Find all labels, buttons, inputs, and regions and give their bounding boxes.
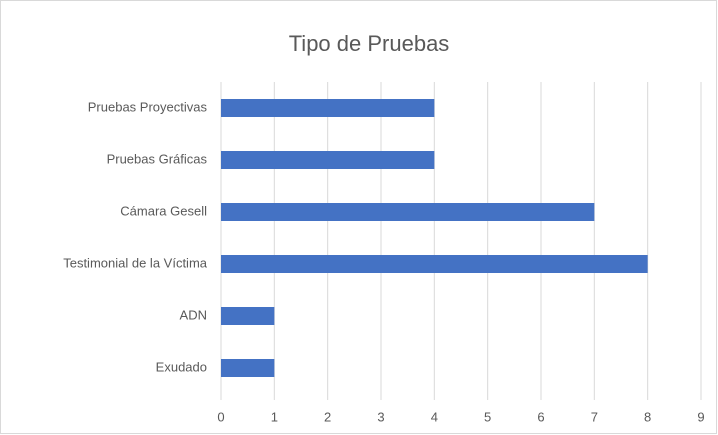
x-tick-label: 4 bbox=[431, 409, 438, 424]
bar bbox=[221, 307, 275, 325]
x-tick-label: 8 bbox=[644, 409, 651, 424]
y-tick-label: Pruebas Gráficas bbox=[107, 151, 208, 166]
bar bbox=[221, 151, 435, 169]
x-tick-label: 9 bbox=[697, 409, 704, 424]
x-tick-label: 2 bbox=[324, 409, 331, 424]
x-tick-label: 6 bbox=[537, 409, 544, 424]
x-tick-label: 3 bbox=[377, 409, 384, 424]
x-tick-label: 0 bbox=[217, 409, 224, 424]
chart-title: Tipo de Pruebas bbox=[289, 31, 450, 56]
x-tick-label: 5 bbox=[484, 409, 491, 424]
bar bbox=[221, 255, 648, 273]
y-tick-label: Testimonial de la Víctima bbox=[63, 255, 208, 270]
bar bbox=[221, 359, 275, 377]
bar bbox=[221, 99, 435, 117]
y-tick-label: ADN bbox=[180, 307, 207, 322]
y-tick-label: Cámara Gesell bbox=[120, 203, 207, 218]
bar bbox=[221, 203, 595, 221]
y-tick-label: Exudado bbox=[156, 359, 207, 374]
y-tick-label: Pruebas Proyectivas bbox=[88, 99, 208, 114]
x-tick-label: 1 bbox=[271, 409, 278, 424]
x-tick-label: 7 bbox=[591, 409, 598, 424]
